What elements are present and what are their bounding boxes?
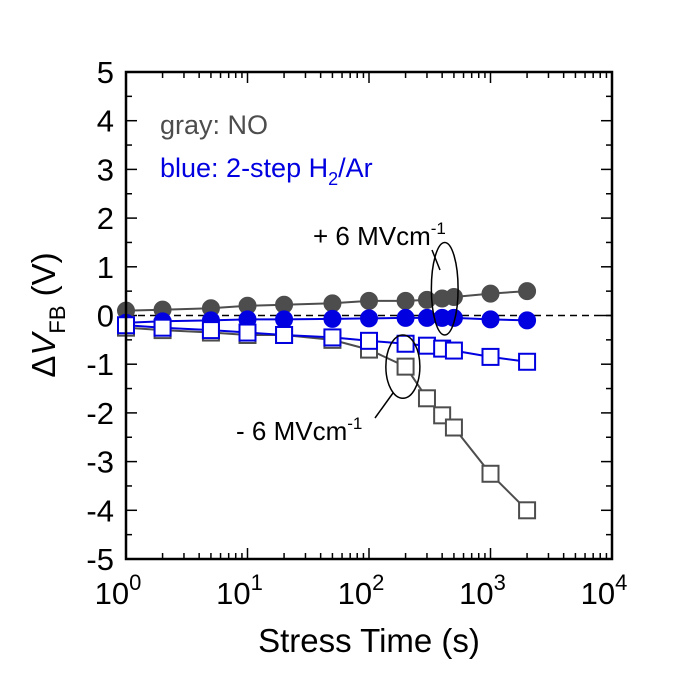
data-point-3 [240,325,256,341]
y-tick-label: -3 [86,445,114,480]
y-tick-label: -5 [86,542,114,577]
data-point-0 [397,292,414,309]
data-point-3 [446,343,462,359]
y-tick-label: 0 [97,299,114,334]
data-point-0 [445,288,462,305]
data-point-3 [203,322,219,338]
legend-gray: gray: NO [160,110,268,140]
y-tick-label: -1 [86,347,114,382]
x-axis-title: Stress Time (s) [258,622,480,659]
x-tick-label: 104 [581,570,628,611]
y-tick-label: 3 [97,152,114,187]
data-point-1 [482,311,499,328]
data-point-1 [397,309,414,326]
y-tick-label: 1 [97,250,114,285]
data-point-0 [324,295,341,312]
data-point-0 [519,283,536,300]
data-point-2 [446,420,462,436]
data-point-3 [419,338,435,354]
data-point-1 [519,312,536,329]
y-tick-label: 5 [97,55,114,90]
annotation-positive: + 6 MVcm-1 [313,219,446,251]
y-tick-label: 4 [97,104,114,139]
data-point-2 [419,390,435,406]
y-tick-label: -2 [86,396,114,431]
x-tick-label: 101 [216,570,263,611]
data-point-1 [276,311,293,328]
data-point-3 [324,329,340,345]
data-point-2 [398,359,414,375]
y-axis-title: ΔVFB (V) [25,252,70,377]
y-tick-label: -4 [86,493,114,528]
data-point-1 [324,310,341,327]
y-tick-label: 2 [97,201,114,236]
chart: 5 4 3 2 1 0 -1 -2 -3 -4 -5100 101 102 103 104 gray: NO… [0,0,700,691]
data-point-2 [519,502,535,518]
data-point-0 [482,285,499,302]
annotation-negative: - 6 MVcm-1 [236,414,362,446]
data-point-3 [361,333,377,349]
x-tick-label: 102 [338,570,385,611]
data-point-3 [276,327,292,343]
x-tick-label: 103 [459,570,506,611]
data-point-3 [483,349,499,365]
data-point-3 [519,354,535,370]
data-point-0 [361,292,378,309]
x-tick-label: 100 [95,570,142,611]
data-point-3 [155,320,171,336]
data-point-1 [361,310,378,327]
data-point-2 [483,466,499,482]
